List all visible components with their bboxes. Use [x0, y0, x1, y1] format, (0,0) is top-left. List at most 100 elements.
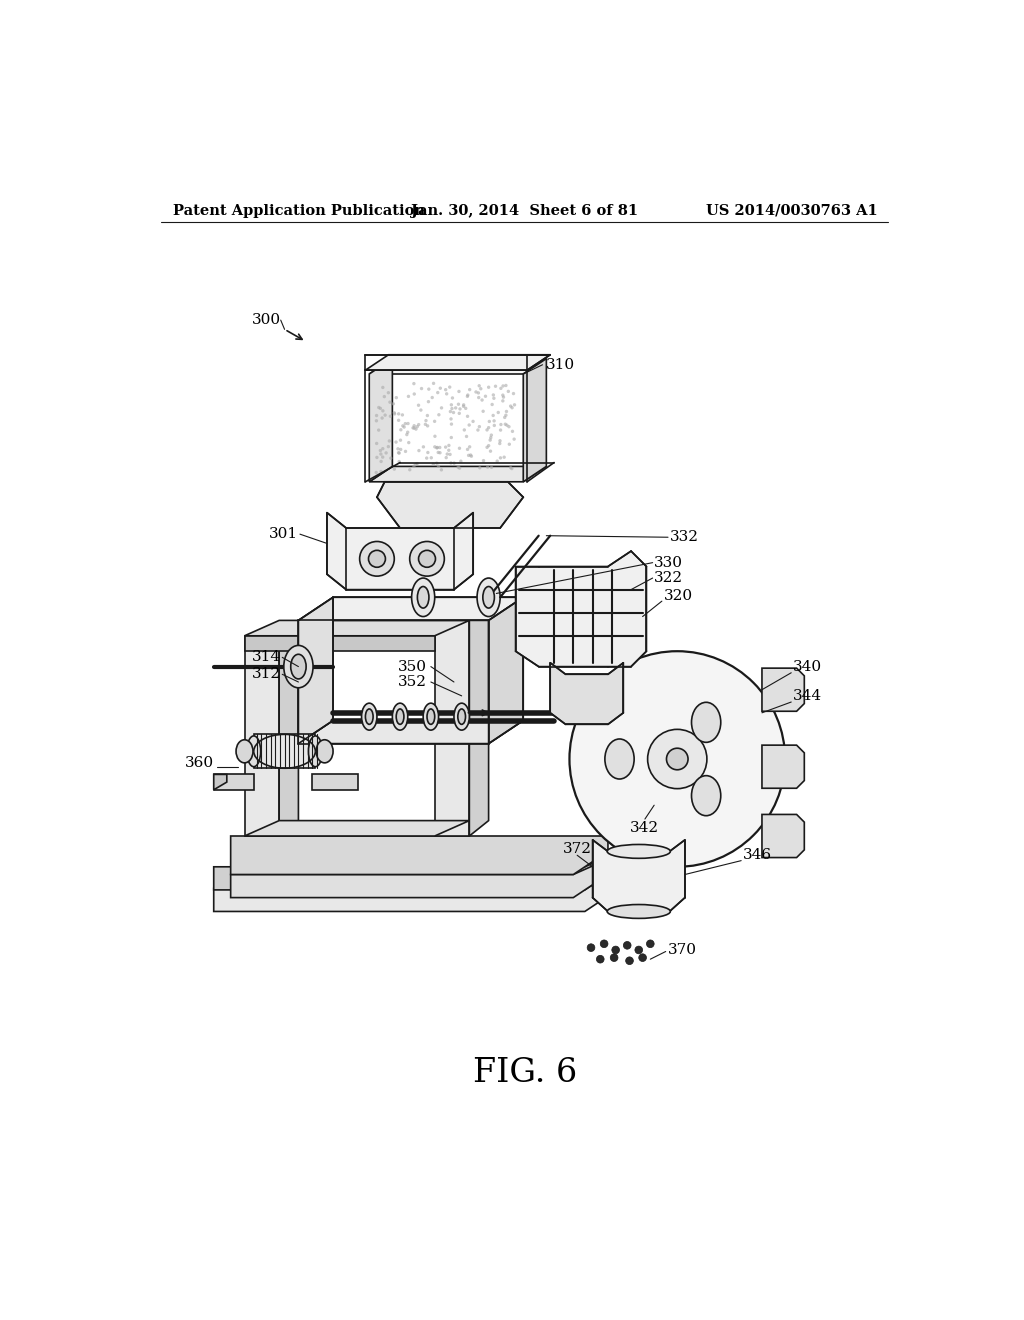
Circle shape: [431, 462, 435, 466]
Ellipse shape: [410, 541, 444, 576]
Circle shape: [406, 430, 410, 434]
Ellipse shape: [392, 704, 408, 730]
Circle shape: [496, 459, 499, 463]
Polygon shape: [298, 598, 523, 620]
Circle shape: [492, 413, 495, 417]
Circle shape: [387, 391, 390, 395]
Text: 370: 370: [668, 942, 697, 957]
Circle shape: [440, 407, 443, 409]
Circle shape: [512, 437, 516, 441]
Polygon shape: [327, 512, 473, 590]
Ellipse shape: [569, 651, 785, 867]
Circle shape: [389, 457, 392, 459]
Circle shape: [451, 407, 454, 411]
Circle shape: [407, 395, 411, 399]
Circle shape: [379, 470, 383, 474]
Circle shape: [400, 413, 404, 417]
Ellipse shape: [607, 845, 671, 858]
Circle shape: [413, 424, 416, 428]
Circle shape: [510, 407, 514, 409]
Polygon shape: [214, 775, 226, 789]
Circle shape: [427, 388, 430, 391]
Text: 352: 352: [398, 675, 427, 689]
Circle shape: [452, 411, 456, 414]
Circle shape: [375, 418, 378, 422]
Circle shape: [487, 444, 490, 447]
Circle shape: [497, 411, 500, 414]
Circle shape: [435, 446, 438, 450]
Circle shape: [600, 940, 608, 948]
Circle shape: [462, 403, 465, 407]
Circle shape: [375, 442, 378, 445]
Ellipse shape: [605, 739, 634, 779]
Circle shape: [477, 391, 480, 395]
Circle shape: [471, 420, 475, 424]
Circle shape: [500, 387, 503, 389]
Circle shape: [493, 396, 496, 400]
Polygon shape: [230, 859, 608, 898]
Circle shape: [485, 428, 488, 432]
Circle shape: [412, 426, 415, 429]
Text: 340: 340: [793, 660, 822, 673]
Polygon shape: [311, 775, 357, 789]
Circle shape: [487, 426, 490, 429]
Circle shape: [624, 941, 631, 949]
Circle shape: [489, 433, 493, 437]
Circle shape: [413, 465, 416, 467]
Polygon shape: [593, 840, 685, 911]
Circle shape: [437, 413, 440, 417]
Circle shape: [449, 453, 452, 457]
Circle shape: [494, 384, 498, 388]
Circle shape: [406, 433, 409, 437]
Circle shape: [463, 428, 466, 432]
Text: 342: 342: [631, 821, 659, 836]
Text: 314: 314: [252, 651, 281, 664]
Circle shape: [445, 453, 449, 455]
Ellipse shape: [667, 748, 688, 770]
Polygon shape: [377, 482, 523, 528]
Polygon shape: [254, 734, 315, 768]
Circle shape: [415, 428, 418, 430]
Circle shape: [407, 422, 410, 425]
Circle shape: [459, 408, 462, 411]
Circle shape: [438, 387, 442, 389]
Circle shape: [450, 422, 454, 426]
Circle shape: [498, 442, 502, 445]
Circle shape: [430, 457, 433, 459]
Text: 372: 372: [562, 842, 592, 857]
Circle shape: [458, 466, 461, 470]
Circle shape: [450, 436, 453, 440]
Text: 360: 360: [184, 756, 214, 770]
Polygon shape: [370, 359, 547, 374]
Ellipse shape: [647, 730, 707, 788]
Ellipse shape: [477, 578, 500, 616]
Circle shape: [611, 946, 620, 954]
Circle shape: [398, 438, 402, 442]
Polygon shape: [762, 814, 804, 858]
Circle shape: [476, 428, 479, 432]
Polygon shape: [280, 620, 298, 836]
Text: 320: 320: [664, 589, 692, 603]
Circle shape: [511, 429, 514, 433]
Circle shape: [403, 422, 407, 425]
Circle shape: [394, 396, 398, 400]
Circle shape: [501, 393, 505, 397]
Circle shape: [458, 389, 461, 393]
Circle shape: [379, 449, 382, 453]
Circle shape: [435, 462, 438, 465]
Circle shape: [417, 404, 420, 407]
Circle shape: [500, 422, 503, 426]
Circle shape: [383, 395, 386, 399]
Circle shape: [587, 944, 595, 952]
Ellipse shape: [454, 704, 469, 730]
Text: Patent Application Publication: Patent Application Publication: [173, 203, 425, 218]
Circle shape: [507, 425, 511, 429]
Circle shape: [639, 954, 646, 961]
Circle shape: [503, 416, 507, 418]
Polygon shape: [230, 836, 608, 875]
Circle shape: [445, 392, 449, 396]
Circle shape: [477, 396, 480, 399]
Circle shape: [467, 454, 470, 457]
Circle shape: [493, 424, 496, 428]
Circle shape: [499, 457, 502, 459]
